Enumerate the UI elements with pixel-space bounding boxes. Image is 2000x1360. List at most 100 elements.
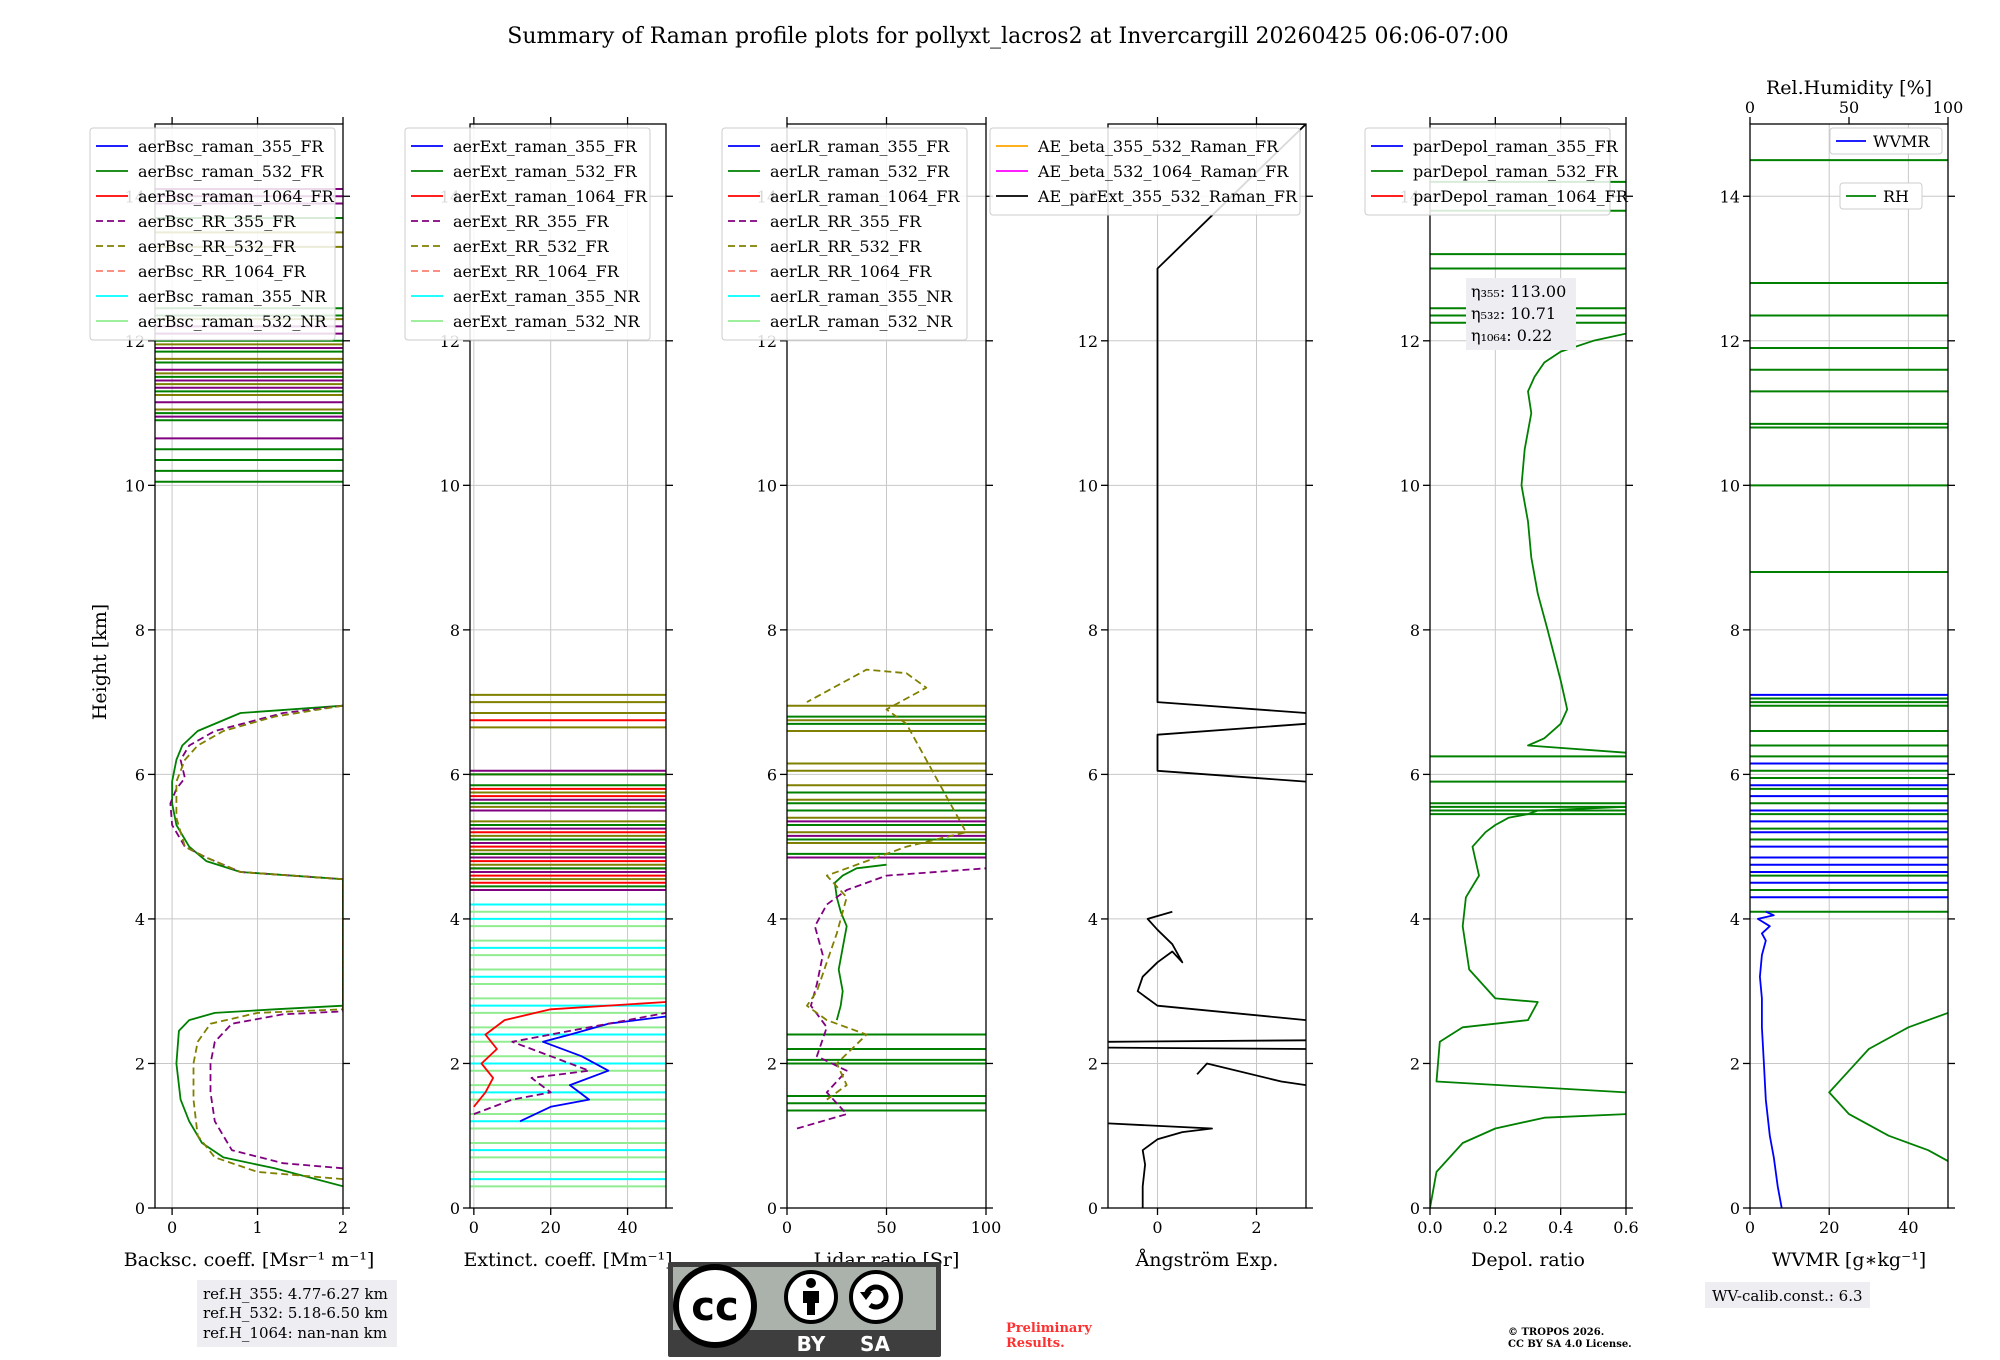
y-tick-label: 4: [1410, 910, 1420, 929]
wv-calib-box: WV-calib.const.: 6.3: [1705, 1282, 1870, 1308]
legend: aerLR_raman_355_FR aerLR_raman_532_FR aerL…: [721, 127, 968, 341]
panels: 02468101214012Backsc. coeff. [Msr⁻¹ m⁻¹]…: [89, 77, 1964, 1271]
y-tick-label: 6: [1410, 765, 1420, 784]
license-sa-label: SA: [860, 1332, 890, 1356]
plot-area: [1108, 124, 1306, 1208]
series-aerBsc_RR_355_FR: [169, 704, 343, 1170]
x-axis-label: WVMR [g∗kg⁻¹]: [1772, 1249, 1926, 1271]
top-x-tick-label: 50: [1839, 98, 1859, 117]
series-aerLR_RR_355_FR: [796, 867, 986, 1130]
y-tick-label: 6: [1088, 765, 1098, 784]
axes-frame: [1107, 123, 1307, 1209]
legend-label: aerLR_RR_1064_FR: [770, 262, 932, 281]
legend-label: AE_beta_532_1064_Raman_FR: [1037, 162, 1289, 181]
legend-label: aerExt_raman_532_NR: [453, 312, 641, 331]
eta-value: η₅₃₂: 10.71: [1471, 304, 1556, 323]
y-tick-label: 2: [135, 1054, 145, 1073]
x-tick-label: 50: [876, 1218, 896, 1237]
x-tick-label: 40: [1898, 1218, 1918, 1237]
legend-label: aerBsc_RR_1064_FR: [138, 262, 307, 281]
legend-box: [989, 127, 1301, 216]
x-tick-label: 20: [1819, 1218, 1839, 1237]
y-tick-label: 14: [1720, 187, 1740, 206]
legend-label: aerBsc_raman_532_NR: [138, 312, 327, 331]
top-x-tick-label: 100: [1933, 98, 1964, 117]
y-tick-label: 8: [767, 621, 777, 640]
legend-label: aerBsc_raman_355_NR: [138, 287, 327, 306]
y-tick-label: 10: [1400, 476, 1420, 495]
x-tick-label: 100: [971, 1218, 1002, 1237]
legend-box: [1839, 182, 1923, 210]
series-AE_parExt_355_532_Raman_FR: [1108, 124, 1306, 1208]
legend-entry: RH: [1839, 182, 1923, 210]
y-tick-label: 0: [450, 1199, 460, 1218]
series-WVMR: [1757, 910, 1783, 1208]
y-tick-label: 6: [135, 765, 145, 784]
plot-area: [787, 668, 986, 1130]
y-tick-label: 6: [1730, 765, 1740, 784]
top-x-tick-label: 0: [1745, 98, 1755, 117]
y-tick-label: 8: [1088, 621, 1098, 640]
legend: AE_beta_355_532_Raman_FR AE_beta_532_1064…: [989, 127, 1301, 216]
y-tick-label: 2: [1410, 1054, 1420, 1073]
x-tick-label: 0.0: [1417, 1218, 1442, 1237]
y-tick-label: 0: [767, 1199, 777, 1218]
y-tick-label: 12: [1078, 332, 1098, 351]
legend-label: aerBsc_RR_532_FR: [138, 237, 296, 256]
legend-label: aerBsc_RR_355_FR: [138, 212, 296, 231]
legend-box: [1829, 127, 1943, 155]
y-tick-label: 12: [1400, 332, 1420, 351]
legend-label: aerExt_raman_1064_FR: [453, 187, 648, 206]
eta-value: η₃₅₅: 113.00: [1471, 282, 1566, 301]
copyright-line2: CC BY SA 4.0 License.: [1508, 1339, 1632, 1350]
legend-label: aerExt_raman_355_NR: [453, 287, 641, 306]
x-tick-label: 1: [252, 1218, 262, 1237]
series-aerLR_raman_532_FR: [833, 863, 887, 1021]
plot-area: [1750, 159, 1948, 1208]
eta-annotation: η₃₅₅: 113.00 η₅₃₂: 10.71 η₁₀₆₄: 0.22: [1466, 278, 1576, 350]
axes-frame: [469, 123, 667, 1209]
legend-label: aerBsc_raman_355_FR: [138, 137, 324, 156]
x-axis-label: Backsc. coeff. [Msr⁻¹ m⁻¹]: [124, 1249, 375, 1271]
y-tick-label: 8: [1410, 621, 1420, 640]
legend: parDepol_raman_355_FR parDepol_raman_532_…: [1364, 127, 1629, 216]
plot-area: [470, 693, 666, 1188]
y-tick-label: 6: [450, 765, 460, 784]
series-aerLR_RR_532_FR: [806, 668, 967, 1101]
axes-frame: [1749, 123, 1949, 1209]
panel-2: 0246810121402040Extinct. coeff. [Mm⁻¹]ae…: [404, 117, 673, 1271]
legend-label: aerExt_raman_355_FR: [453, 137, 638, 156]
legend: aerExt_raman_355_FR aerExt_raman_532_FRae…: [404, 127, 651, 341]
y-axis-label: Height [km]: [89, 604, 111, 720]
legend-box: [404, 127, 651, 341]
legend-label: aerExt_RR_532_FR: [453, 237, 610, 256]
x-tick-label: 0.4: [1548, 1218, 1573, 1237]
y-tick-label: 4: [767, 910, 777, 929]
x-tick-label: 0.6: [1613, 1218, 1638, 1237]
y-tick-label: 12: [1720, 332, 1740, 351]
legend: aerBsc_raman_355_FR aerBsc_raman_532_FRae…: [89, 127, 336, 341]
eta-value: η₁₀₆₄: 0.22: [1471, 326, 1552, 345]
panel-4: 0246810121402Ångström Exp.AE_beta_355_53…: [989, 117, 1313, 1271]
y-tick-label: 8: [1730, 621, 1740, 640]
y-tick-label: 10: [757, 476, 777, 495]
series-aerBsc_RR_532_FR: [175, 704, 343, 1180]
y-tick-label: 2: [1088, 1054, 1098, 1073]
y-tick-label: 10: [1720, 476, 1740, 495]
x-axis-label: Ångström Exp.: [1135, 1249, 1279, 1271]
series-aerExt_raman_1064_FR: [473, 1001, 666, 1108]
series-RH: [1828, 1011, 1948, 1163]
legend-label: aerLR_RR_355_FR: [770, 212, 922, 231]
x-axis-label: Extinct. coeff. [Mm⁻¹]: [463, 1249, 672, 1271]
y-tick-label: 4: [1088, 910, 1098, 929]
reference-heights-box: ref.H_355: 4.77-6.27 km ref.H_532: 5.18-…: [197, 1280, 397, 1347]
axes-frame: [154, 123, 344, 1209]
legend-label: parDepol_raman_532_FR: [1413, 162, 1619, 181]
legend-entry: WVMR: [1829, 127, 1943, 155]
panel-6: 0 2 4 6 8 10 12 14 0 20 40 WVMR [g∗kg⁻¹] 0 50 100Rel.H…: [1720, 77, 1964, 1271]
license-by-label: BY: [797, 1332, 826, 1356]
panel-3: 02468101214050100Lidar ratio [Sr]aerLR_r…: [721, 117, 1002, 1271]
legend-label: RH: [1883, 187, 1909, 206]
